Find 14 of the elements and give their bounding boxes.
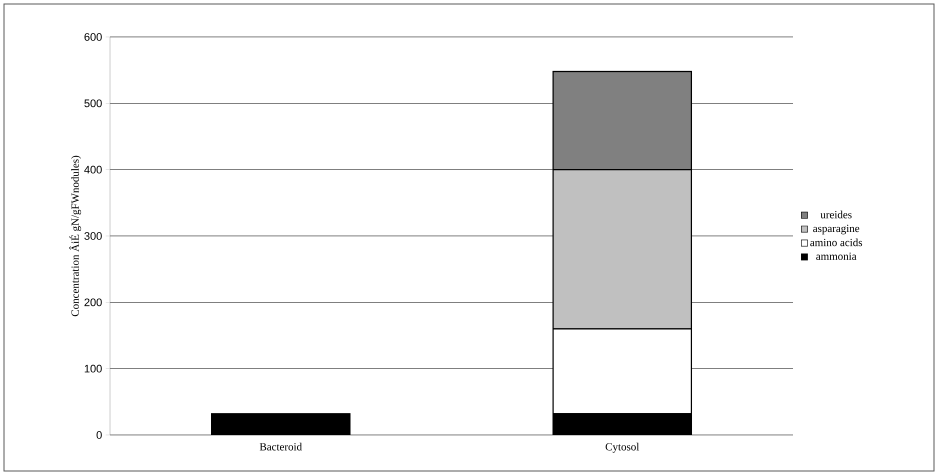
y-tick-label: 100 [84, 364, 102, 373]
y-tick-label: 400 [84, 166, 102, 174]
x-tick-label: Cytosol [606, 442, 640, 453]
legend-label: asparagine [813, 224, 860, 234]
y-tick-label: 200 [84, 298, 102, 306]
legend-label: ureides [820, 210, 852, 218]
legend-label: amino acids [810, 238, 862, 246]
y-tick-label: 500 [84, 99, 102, 108]
x-tick-label: Bacteroid [260, 442, 302, 450]
y-tick-label: 600 [84, 33, 102, 41]
y-tick-label: 300 [84, 232, 102, 240]
legend-label: ammonia [816, 252, 856, 260]
y-tick-label: 0 [96, 431, 102, 439]
y-axis-title: Concentration ÂiÉ gN/gFWnodules) [69, 156, 82, 316]
